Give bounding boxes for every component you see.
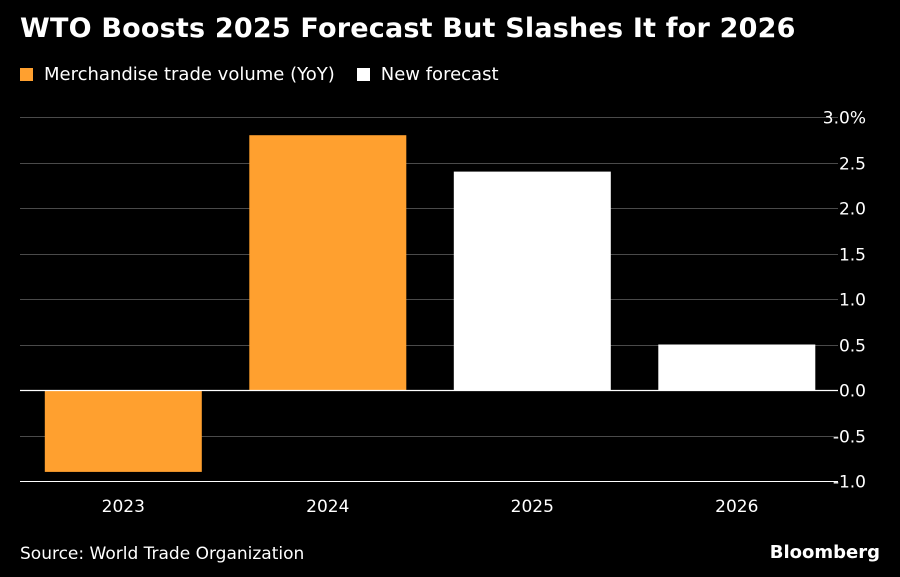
- x-tick-label: 2024: [306, 497, 349, 517]
- y-tick-label: 1.5: [839, 246, 866, 266]
- y-tick-label: 0.5: [839, 337, 866, 357]
- y-tick-label: 0.0: [839, 382, 866, 402]
- legend-item-new-forecast: New forecast: [356, 63, 499, 85]
- legend-item-merchandise: Merchandise trade volume (YoY): [20, 64, 335, 85]
- y-tick-label: 2.0: [839, 200, 866, 220]
- bar-2023: [44, 390, 202, 472]
- legend: Merchandise trade volume (YoY) New forec…: [20, 62, 499, 86]
- bar-2025: [453, 171, 611, 390]
- bar-2026: [658, 344, 816, 390]
- y-tick-label: -0.5: [833, 428, 866, 448]
- x-tick-label: 2026: [715, 497, 758, 517]
- y-tick-label: 3.0%: [823, 109, 866, 129]
- legend-label-merchandise: Merchandise trade volume (YoY): [44, 63, 335, 85]
- bar-2024: [249, 135, 407, 390]
- x-tick-label: 2025: [511, 497, 554, 517]
- y-tick-label: 1.0: [839, 291, 866, 311]
- legend-swatch-white: [356, 67, 370, 81]
- legend-swatch-orange: [20, 67, 33, 81]
- source-note: Source: World Trade Organization: [20, 544, 305, 564]
- chart-title: WTO Boosts 2025 Forecast But Slashes It …: [20, 13, 796, 44]
- y-tick-label: -1.0: [833, 473, 866, 493]
- legend-label-new-forecast: New forecast: [380, 63, 499, 85]
- x-tick-label: 2023: [102, 497, 145, 517]
- y-tick-label: 2.5: [839, 155, 866, 175]
- bloomberg-logo: Bloomberg: [769, 542, 880, 563]
